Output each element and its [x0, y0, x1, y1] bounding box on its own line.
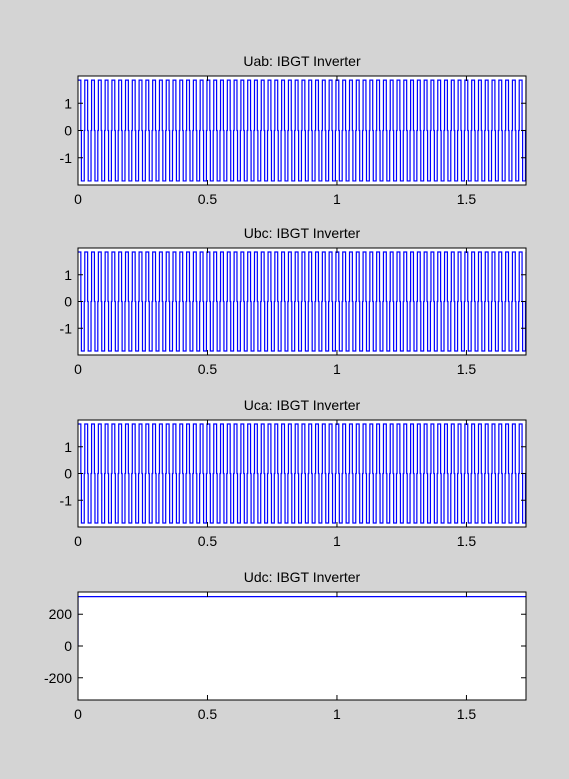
subplot-1: Uab: IBGT Inverter 0 0.5 1 1.5 -1 0 1 [60, 53, 527, 207]
x-tick-label: 1 [333, 361, 341, 377]
y-tick-label: 1 [64, 439, 72, 455]
x-tick-label: 1 [333, 706, 341, 722]
x-tick-label: 0.5 [198, 706, 218, 722]
y-tick-label: 0 [64, 294, 72, 310]
y-tick-label: -1 [60, 320, 73, 336]
x-tick-label: 0 [74, 361, 82, 377]
x-tick-label: 0.5 [198, 361, 218, 377]
y-tick-label: 0 [64, 123, 72, 139]
y-tick-label: -200 [44, 670, 72, 686]
y-tick-label: 1 [64, 267, 72, 283]
x-tick-label: 0.5 [198, 191, 218, 207]
x-tick-label: 1.5 [457, 361, 477, 377]
x-tick-label: 0 [74, 191, 82, 207]
x-tick-label: 1 [333, 533, 341, 549]
x-tick-label: 1.5 [457, 706, 477, 722]
y-tick-label: 0 [64, 638, 72, 654]
subplot-4: Udc: IBGT Inverter 0 0.5 1 1.5 -200 0 200 [44, 569, 527, 722]
y-tick-label: -1 [60, 492, 73, 508]
y-tick-label: 0 [64, 466, 72, 482]
chart-title: Udc: IBGT Inverter [244, 569, 361, 585]
chart-title: Ubc: IBGT Inverter [244, 225, 361, 241]
chart-title: Uca: IBGT Inverter [244, 397, 361, 413]
x-tick-label: 1.5 [457, 533, 477, 549]
series-line-1 [78, 79, 526, 182]
y-tick-label: 1 [64, 95, 72, 111]
subplot-3: Uca: IBGT Inverter 0 0.5 1 1.5 -1 0 1 [60, 397, 527, 549]
plot-area [78, 592, 526, 700]
y-tick-label: -1 [60, 150, 73, 166]
subplot-2: Ubc: IBGT Inverter 0 0.5 1 1.5 -1 0 1 [60, 225, 527, 377]
x-tick-label: 1.5 [457, 191, 477, 207]
series-line-1 [78, 596, 526, 646]
chart-title: Uab: IBGT Inverter [243, 53, 361, 69]
series-line-1 [78, 251, 526, 352]
series-line-1 [78, 423, 526, 524]
x-tick-label: 0.5 [198, 533, 218, 549]
x-tick-label: 0 [74, 533, 82, 549]
x-tick-label: 0 [74, 706, 82, 722]
y-tick-label: 200 [49, 606, 73, 622]
x-tick-label: 1 [333, 191, 341, 207]
